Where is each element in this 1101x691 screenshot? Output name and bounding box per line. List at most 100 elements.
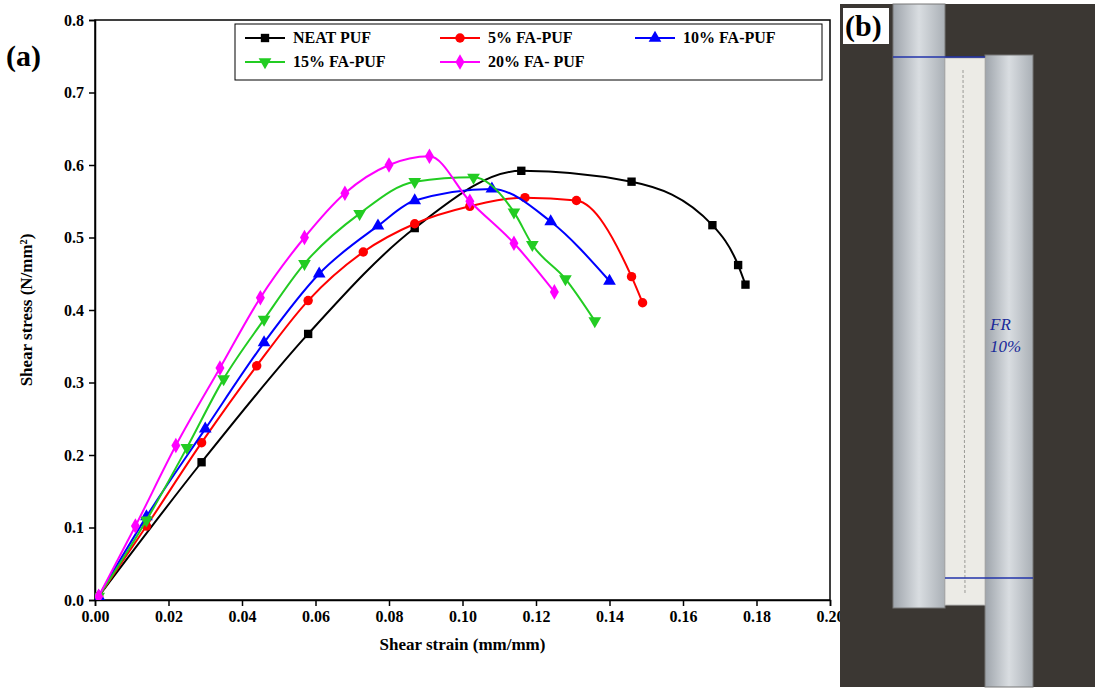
- tick-label: 0.06: [302, 608, 330, 625]
- marker: [638, 298, 647, 307]
- marker: [353, 210, 366, 221]
- panel-label: (b): [845, 9, 882, 43]
- tick: 0.04: [229, 600, 257, 625]
- legend-item: 20% FA- PUF: [440, 53, 585, 70]
- marker: [508, 208, 521, 219]
- series: [95, 182, 616, 600]
- marker: [215, 360, 224, 376]
- tick-mark: [89, 527, 95, 529]
- tick: 0.5: [64, 229, 95, 246]
- legend-label: 15% FA-PUF: [293, 53, 386, 70]
- tick-mark: [89, 237, 95, 239]
- photo-background: [840, 4, 1095, 687]
- tick: 0.8: [64, 12, 95, 29]
- tick-label: 0.00: [82, 608, 110, 625]
- series-line: [99, 171, 746, 597]
- series: [95, 193, 647, 600]
- legend-label: 10% FA-PUF: [683, 29, 776, 46]
- adhesive-crack: [963, 70, 965, 595]
- y-axis: 0.00.10.20.30.40.50.60.70.8: [64, 12, 96, 609]
- tick: 0.08: [376, 600, 404, 625]
- tick-mark: [89, 310, 95, 312]
- adhesive-layer: [945, 58, 985, 605]
- marker: [258, 335, 271, 346]
- tick-mark: [536, 600, 538, 606]
- tick: 0.00: [82, 600, 110, 625]
- tick-mark: [609, 600, 611, 606]
- panel-label: (a): [6, 39, 41, 73]
- marker: [95, 589, 103, 600]
- marker: [603, 274, 616, 285]
- tick: 0.02: [155, 600, 183, 625]
- marker: [181, 444, 194, 455]
- marker: [526, 241, 539, 252]
- marker: [572, 196, 581, 205]
- tick-label: 0.14: [596, 608, 624, 625]
- figure: 0.000.020.040.060.080.100.120.140.160.18…: [0, 0, 1101, 691]
- tick-mark: [683, 600, 685, 606]
- tick-mark: [315, 600, 317, 606]
- marker: [258, 316, 271, 327]
- tick-label: 0.6: [64, 157, 84, 174]
- marker: [140, 517, 153, 528]
- tick-label: 0.12: [523, 608, 551, 625]
- series: [95, 149, 559, 600]
- marker: [708, 221, 716, 229]
- marker: [588, 317, 601, 328]
- tick-label: 0.4: [64, 302, 84, 319]
- marker: [217, 375, 230, 386]
- legend-item: 15% FA-PUF: [245, 53, 386, 70]
- tick: 0.18: [743, 600, 771, 625]
- x-axis-title: Shear strain (mm/mm): [380, 635, 546, 654]
- plot-area: [95, 149, 750, 600]
- tick-label: 0.3: [64, 374, 84, 391]
- tick-label: 0.04: [229, 608, 257, 625]
- marker: [544, 214, 557, 225]
- marker: [298, 260, 311, 271]
- marker: [517, 167, 525, 175]
- marker: [385, 157, 394, 173]
- legend-label: 20% FA- PUF: [488, 53, 585, 70]
- marker: [359, 247, 368, 256]
- tick-mark: [89, 382, 95, 384]
- tick-label: 0.7: [64, 84, 84, 101]
- tick-mark: [89, 92, 95, 94]
- legend-label: 5% FA-PUF: [488, 29, 573, 46]
- legend-label: NEAT PUF: [293, 29, 371, 46]
- handwriting: 10%: [990, 337, 1021, 356]
- tick: 0.6: [64, 157, 95, 174]
- marker: [313, 266, 326, 277]
- marker: [410, 219, 419, 228]
- right-adherend: [985, 55, 1033, 687]
- marker: [372, 219, 385, 230]
- tick: 0.2: [64, 447, 95, 464]
- marker: [425, 149, 434, 165]
- tick-mark: [89, 600, 95, 602]
- axis-line: [89, 21, 96, 601]
- tick-label: 0.2: [64, 447, 84, 464]
- axis-line: [96, 601, 831, 607]
- legend-marker: [261, 34, 269, 42]
- series-line: [99, 189, 610, 596]
- tick-label: 0.5: [64, 229, 84, 246]
- legend-item: NEAT PUF: [245, 29, 371, 46]
- tick: 0.0: [64, 592, 95, 609]
- legend-marker: [455, 33, 464, 42]
- label-patch: [843, 8, 889, 44]
- marker: [340, 185, 349, 201]
- photo-panel: FR10%(b): [840, 4, 1095, 687]
- tick-mark: [168, 600, 170, 606]
- tick: 0.3: [64, 374, 95, 391]
- tick-label: 0.10: [449, 608, 477, 625]
- overlap-mark: [893, 56, 985, 58]
- tick-label: 0.8: [64, 12, 84, 29]
- marker: [300, 230, 309, 246]
- tick-mark: [830, 600, 832, 606]
- series-line: [99, 177, 595, 596]
- marker: [252, 361, 261, 370]
- legend-marker: [456, 54, 465, 70]
- tick: 0.4: [64, 302, 95, 319]
- overlap-mark: [945, 577, 1033, 579]
- marker: [627, 272, 636, 281]
- tick-mark: [242, 600, 244, 606]
